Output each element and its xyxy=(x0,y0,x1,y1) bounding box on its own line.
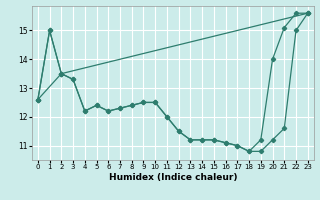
X-axis label: Humidex (Indice chaleur): Humidex (Indice chaleur) xyxy=(108,173,237,182)
